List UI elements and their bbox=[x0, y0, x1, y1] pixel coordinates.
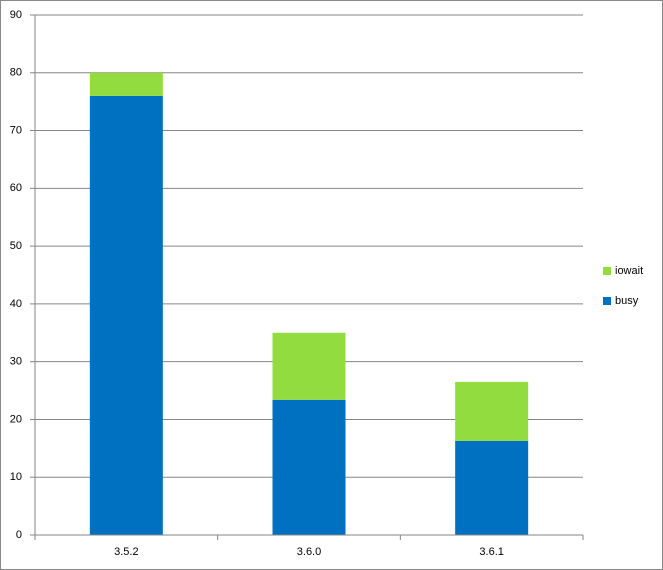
y-tick-label: 70 bbox=[10, 124, 22, 136]
y-tick-label: 20 bbox=[10, 413, 22, 425]
y-tick-label: 90 bbox=[10, 9, 22, 21]
bar-segment bbox=[455, 440, 529, 535]
y-tick-label: 80 bbox=[10, 67, 22, 79]
y-tick-label: 60 bbox=[10, 182, 22, 194]
x-tick-label: 3.5.2 bbox=[114, 546, 138, 558]
y-tick-label: 30 bbox=[10, 356, 22, 368]
legend-label: iowait bbox=[615, 265, 643, 277]
x-tick-label: 3.6.1 bbox=[479, 546, 503, 558]
bar-segment bbox=[272, 332, 346, 400]
bar-segment bbox=[455, 381, 529, 441]
bar-segment bbox=[89, 95, 163, 535]
legend-swatch bbox=[603, 297, 611, 305]
legend-label: busy bbox=[615, 295, 639, 307]
x-tick-label: 3.6.0 bbox=[297, 546, 321, 558]
y-tick-label: 10 bbox=[10, 471, 22, 483]
y-tick-label: 0 bbox=[16, 529, 22, 541]
bar-segment bbox=[272, 399, 346, 535]
bar-segment bbox=[89, 72, 163, 96]
y-tick-label: 50 bbox=[10, 240, 22, 252]
y-tick-label: 40 bbox=[10, 298, 22, 310]
legend-swatch bbox=[603, 267, 611, 275]
